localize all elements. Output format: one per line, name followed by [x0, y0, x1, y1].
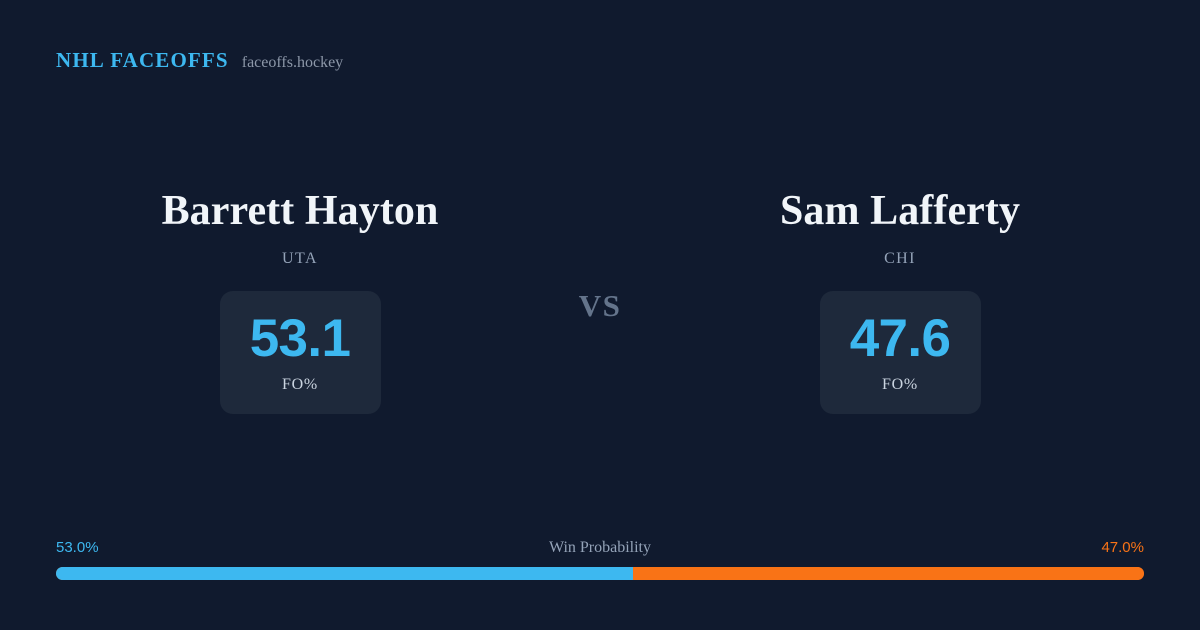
player-name-right: Sam Lafferty	[779, 188, 1021, 234]
player-team-left: UTA	[282, 250, 318, 267]
matchup-section: Barrett Hayton UTA 53.1 FO% VS Sam Laffe…	[0, 190, 1200, 440]
brand-title[interactable]: NHL FACEOFFS	[56, 48, 229, 72]
stat-box-left: 53.1 FO%	[219, 291, 381, 414]
win-probability-left-value: 53.0%	[56, 539, 99, 556]
win-probability-bar	[56, 567, 1144, 580]
win-probability-title: Win Probability	[548, 539, 651, 556]
stat-value-right: 47.6	[849, 308, 951, 368]
player-card-right: Sam Lafferty CHI 47.6 FO%	[650, 190, 1150, 414]
win-probability-labels: 53.0% Win Probability 47.0%	[56, 537, 1144, 559]
win-probability-bar-left-fill	[56, 567, 633, 580]
stat-label-right: FO%	[882, 375, 918, 393]
win-probability-section: 53.0% Win Probability 47.0%	[56, 537, 1144, 580]
win-probability-bar-right-fill	[632, 567, 1144, 580]
site-header: NHL FACEOFFS faceoffs.hockey	[56, 48, 343, 73]
brand-domain: faceoffs.hockey	[241, 54, 344, 71]
stat-box-right: 47.6 FO%	[819, 291, 981, 414]
stat-value-left: 53.1	[249, 308, 351, 368]
vs-badge: VS	[578, 288, 622, 323]
player-team-right: CHI	[884, 250, 916, 267]
player-name-left: Barrett Hayton	[161, 188, 439, 234]
stat-label-left: FO%	[282, 375, 318, 393]
win-probability-right-value: 47.0%	[1101, 539, 1144, 556]
player-card-left: Barrett Hayton UTA 53.1 FO%	[50, 190, 550, 414]
